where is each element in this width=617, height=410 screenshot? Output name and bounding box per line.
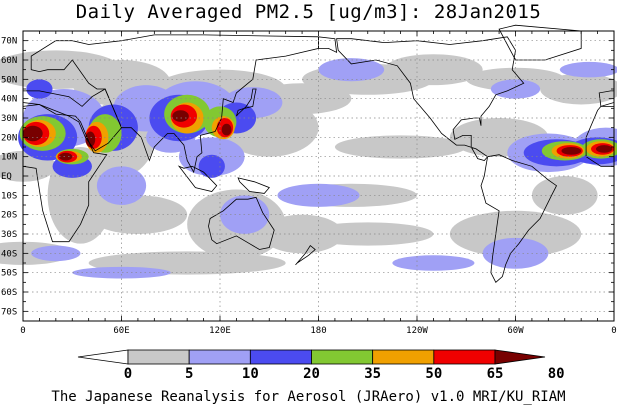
latitude-label: 30S — [1, 230, 17, 240]
longitude-label: 60W — [507, 326, 524, 336]
pm25-low-band — [540, 73, 617, 105]
pm25-moderate-band — [559, 61, 617, 78]
longitude-labels: 0 60E 120E 180 120W 60W 0 — [20, 326, 616, 336]
new-zealand-coastline — [295, 245, 316, 266]
colorbar-segment — [372, 349, 435, 365]
pm25-elevated-band — [198, 154, 225, 178]
pm25-elevated-band — [26, 79, 53, 99]
longitude-label: 0 — [20, 326, 25, 336]
pm25-moderate-band — [490, 79, 541, 99]
latitude-label: 20S — [1, 211, 17, 221]
colorbar-right-arrow — [494, 349, 546, 365]
pm25-extreme-band — [595, 145, 613, 153]
greenland-coastline — [498, 24, 582, 61]
colorbar: 0 5 10 20 35 50 65 80 — [77, 349, 565, 382]
latitude-label: 70S — [1, 307, 17, 317]
longitude-label: 0 — [611, 326, 616, 336]
japan-coastline — [236, 88, 257, 117]
latitude-label: 50S — [1, 269, 17, 279]
colorbar-level-label: 35 — [364, 366, 381, 382]
colorbar-segment — [127, 349, 190, 365]
colorbar-level-label: 65 — [487, 366, 504, 382]
colorbar-level-label: 50 — [425, 366, 442, 382]
latitude-label: 60N — [1, 56, 17, 66]
longitude-label: 120E — [209, 326, 231, 336]
latitude-label: 40S — [1, 249, 17, 259]
colorbar-level-label: 5 — [185, 366, 193, 382]
iberia-coastline — [598, 90, 615, 107]
colorbar-segment — [249, 349, 312, 365]
pm25-extreme-band — [172, 110, 189, 122]
latitude-label: EQ — [1, 172, 12, 182]
colorbar-segment — [188, 349, 251, 365]
pm25-moderate-band — [482, 237, 549, 269]
colorbar-left-arrow — [77, 349, 129, 365]
latitude-label: 60S — [1, 288, 17, 298]
north-america-coastline — [336, 36, 525, 161]
pm25-low-band — [384, 54, 483, 86]
pm25-extreme-band — [561, 147, 582, 155]
longitude-label: 60E — [113, 326, 129, 336]
colorbar-level-label: 20 — [303, 366, 320, 382]
map-title: Daily Averaged PM2.5 [ug/m3]: 28Jan2015 — [75, 1, 542, 23]
pm25-low-band — [334, 135, 467, 159]
latitude-label: 50N — [1, 75, 17, 85]
pm25-moderate-band — [318, 58, 385, 82]
latitude-label: 40N — [1, 95, 17, 105]
credit-line: The Japanese Reanalysis for Aerosol (JRA… — [51, 389, 566, 405]
pm25-low-band — [531, 176, 598, 215]
europe-middle-east-coastline — [22, 88, 122, 152]
colorbar-level-label: 0 — [124, 366, 132, 382]
indonesia-west-coastline — [177, 165, 218, 192]
latitude-label: 70N — [1, 37, 17, 47]
pm25-moderate-band — [277, 183, 360, 207]
pm25-extreme-band — [59, 152, 73, 161]
longitude-label: 120W — [406, 326, 428, 336]
south-america-coastline — [480, 154, 558, 283]
latitude-labels: 70N 60N 50N 40N 30N 20N 10N EQ 10S 20S 30S 40S 50S 60… — [1, 37, 17, 318]
latitude-label: 20N — [1, 133, 17, 143]
latitude-label: 10N — [1, 153, 17, 163]
colorbar-segment — [433, 349, 496, 365]
chukotka-coastline — [318, 36, 338, 53]
pm25-extreme-band — [85, 131, 96, 147]
colorbar-level-label: 10 — [242, 366, 259, 382]
plot-frame — [22, 30, 615, 322]
australia-coastline — [208, 196, 275, 250]
pm25-low-band — [302, 222, 434, 246]
pm25-low-band — [88, 195, 188, 235]
latitude-label: 30N — [1, 114, 17, 124]
new-guinea-coastline — [237, 177, 270, 194]
latitude-label: 10S — [1, 191, 17, 201]
pm25-moderate-band — [392, 255, 475, 271]
colorbar-segment — [311, 349, 374, 365]
pm25-extreme-band — [221, 123, 232, 136]
longitude-label: 180 — [310, 326, 326, 336]
pm25-moderate-band — [96, 166, 147, 206]
colorbar-level-label: 80 — [548, 366, 565, 382]
pm25-moderate-band — [72, 266, 171, 279]
